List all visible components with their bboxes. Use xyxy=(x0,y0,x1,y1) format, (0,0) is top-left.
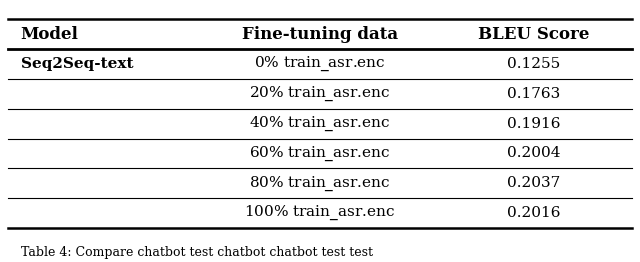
Text: 0.2016: 0.2016 xyxy=(507,206,560,220)
Text: Fine-tuning data: Fine-tuning data xyxy=(242,25,398,42)
Text: 0.1763: 0.1763 xyxy=(507,87,560,101)
Text: 60% train$\_$asr.enc: 60% train$\_$asr.enc xyxy=(250,144,390,163)
Text: 80% train$\_$asr.enc: 80% train$\_$asr.enc xyxy=(250,174,390,193)
Text: 0.2037: 0.2037 xyxy=(507,176,560,190)
Text: 100% train$\_$asr.enc: 100% train$\_$asr.enc xyxy=(244,204,396,222)
Text: 0.1255: 0.1255 xyxy=(507,57,560,71)
Text: Model: Model xyxy=(20,25,78,42)
Text: Seq2Seq-text: Seq2Seq-text xyxy=(20,57,133,71)
Text: 0.2004: 0.2004 xyxy=(507,146,560,161)
Text: BLEU Score: BLEU Score xyxy=(478,25,589,42)
Text: 0.1916: 0.1916 xyxy=(507,117,560,131)
Text: 20% train$\_$asr.enc: 20% train$\_$asr.enc xyxy=(250,85,390,103)
Text: 40% train$\_$asr.enc: 40% train$\_$asr.enc xyxy=(250,114,390,133)
Text: Table 4: Compare chatbot test chatbot chatbot test test: Table 4: Compare chatbot test chatbot ch… xyxy=(20,246,372,259)
Text: 0% train$\_$asr.enc: 0% train$\_$asr.enc xyxy=(254,55,386,73)
